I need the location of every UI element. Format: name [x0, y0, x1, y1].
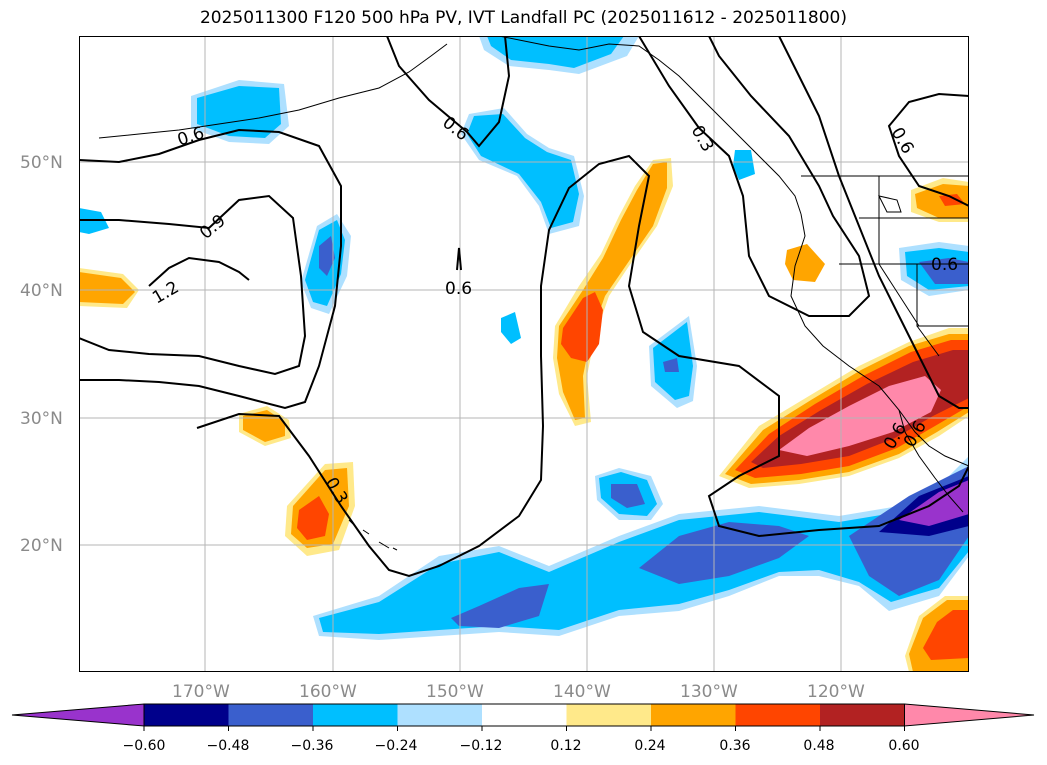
colorbar-outline: [143, 703, 905, 727]
colorbar-tick-label: −0.24: [375, 738, 418, 754]
contour-0.6-west: [79, 128, 342, 410]
contour-0.9: [79, 194, 307, 376]
contour-label: 0.6: [931, 255, 958, 275]
lon-label: 120°W: [807, 682, 865, 700]
positive-anomaly-filament-inner: [561, 292, 603, 362]
lon-label: 140°W: [553, 682, 611, 700]
negative-anomaly-142w-inner: [611, 484, 645, 508]
colorbar-cell: [313, 704, 398, 726]
colorbar-cell: [566, 704, 652, 726]
colorbar-tick-label: −0.60: [123, 738, 166, 754]
colorbar-tick-label: 0.60: [888, 738, 919, 754]
negative-anomaly-gulf-core: [467, 114, 579, 228]
positive-anomaly-se-inner: [923, 610, 969, 660]
negative-anomaly-west-core: [197, 86, 281, 138]
colorbar-tick-label: −0.36: [291, 738, 334, 754]
colorbar-cell: [144, 704, 229, 726]
lat-label: 40°N: [20, 281, 63, 301]
colorbar-cell: [735, 704, 821, 726]
negative-anomaly-coast: [733, 150, 755, 180]
positive-anomaly-ar-core: [779, 376, 941, 456]
colorbar-cell: [228, 704, 314, 726]
pv-shading: [79, 36, 969, 672]
colorbar-tick-label: 0.48: [803, 738, 834, 754]
colorbar-cells: [11, 703, 1035, 731]
negative-anomaly-north-core: [487, 36, 624, 68]
colorbar: −0.60 −0.48 −0.36 −0.24 −0.12 0.12 0.24 …: [11, 703, 1035, 754]
colorbar-cell: [397, 704, 483, 726]
negative-anomaly-small: [501, 312, 521, 344]
lat-label: 20°N: [20, 536, 63, 556]
colorbar-tick-label: 0.36: [719, 738, 750, 754]
map-title: 2025011300 F120 500 hPa PV, IVT Landfall…: [199, 8, 847, 28]
lon-label: 170°W: [172, 682, 230, 700]
positive-anomaly-161w-inner: [297, 496, 329, 540]
coastlines: [98, 36, 969, 551]
map-panel: 0.6 0.6 0.3 0.6 0.9 1.2 0.6 0.3 0.6 0.6 …: [79, 36, 969, 672]
lon-label: 130°W: [680, 682, 738, 700]
colorbar-ticks: −0.60 −0.48 −0.36 −0.24 −0.12 0.12 0.24 …: [123, 738, 920, 754]
negative-anomaly-band-inner2: [639, 522, 809, 584]
negative-anomaly-band-inner: [451, 584, 549, 628]
contour-0.6-ne: [887, 92, 969, 207]
graticule: [79, 36, 969, 672]
colorbar-tick-label: 0.24: [634, 738, 665, 754]
colorbar-cell: [482, 704, 567, 726]
pv-contours: [79, 36, 969, 578]
contour-0.6-east: [778, 36, 969, 409]
lat-label: 50°N: [20, 153, 63, 173]
colorbar-tick-label: −0.48: [207, 738, 250, 754]
colorbar-tick-label: −0.12: [460, 738, 503, 754]
contour-0.3-east: [638, 36, 871, 317]
negative-anomaly-137w-inner: [663, 358, 679, 372]
positive-anomaly-edge-core: [79, 272, 135, 304]
positive-anomaly-ne-inner: [939, 194, 965, 206]
lon-label: 160°W: [299, 682, 357, 700]
contour-1.2: [148, 256, 250, 287]
contour-0.6-north: [386, 36, 511, 148]
negative-anomaly-band-core: [319, 466, 969, 634]
colorbar-tick-label: 0.12: [550, 738, 581, 754]
contour-0.3-west: [196, 154, 969, 578]
colorbar-cell: [820, 704, 905, 726]
axis-labels: 50°N 40°N 30°N 20°N 170°W 160°W 150°W 14…: [20, 153, 865, 700]
contour-label: 0.6: [445, 279, 472, 299]
contour-0.6-center: [456, 247, 462, 271]
colorbar-cell: [651, 704, 736, 726]
lat-label: 30°N: [20, 409, 63, 429]
colorbar-extend-max: [904, 703, 1035, 727]
negative-anomaly-160w-inner: [319, 236, 335, 276]
positive-anomaly-123w: [785, 244, 825, 282]
lon-label: 150°W: [426, 682, 484, 700]
colorbar-extend-min: [11, 703, 145, 727]
